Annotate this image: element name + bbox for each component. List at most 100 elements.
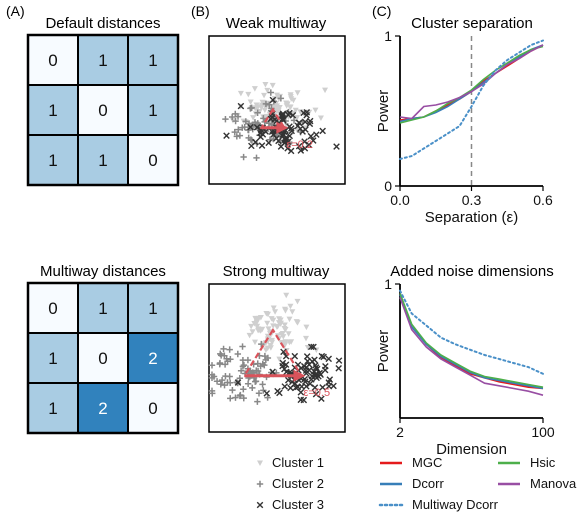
heatmap-multiway: 0 1 1 1 0 2 1 2 0 <box>26 281 180 435</box>
cluster-3-point <box>265 139 272 147</box>
series-line-hsic <box>399 45 544 124</box>
cluster-1-point <box>270 317 277 324</box>
cluster-3-point <box>335 365 342 372</box>
cluster-1-point <box>288 339 295 345</box>
cluster-2-point <box>233 133 241 140</box>
cluster-1-point <box>294 115 301 121</box>
scatter-strong-title: Strong multiway <box>223 263 330 280</box>
cluster-1-point <box>246 332 253 339</box>
cluster-1-point <box>259 99 266 106</box>
cluster-3-point <box>258 142 266 149</box>
legend: Cluster 1 Cluster 2 Cluster 3 MGC Dcorr Multi… <box>256 455 577 512</box>
x-axis-label: Separation (ε) <box>425 209 518 226</box>
heatmap-cell-label: 2 <box>148 349 157 368</box>
cluster-2-point <box>254 109 261 117</box>
y-axis-label: Power <box>375 330 392 373</box>
cluster-1-point <box>257 460 263 466</box>
cluster-3-point <box>307 132 315 140</box>
legend-label: Hsic <box>530 455 556 470</box>
cluster-3-point <box>295 142 303 150</box>
cluster-1-point <box>287 92 294 98</box>
cluster-2-point <box>216 360 223 368</box>
cluster-1-point <box>290 97 297 104</box>
line-noise: 2 100 1 Dimension Power <box>375 276 555 458</box>
cluster-3-point <box>262 128 269 135</box>
cluster-3-point <box>281 383 289 390</box>
cluster-3-point <box>319 384 326 391</box>
line-separation: 0.0 0.3 0.6 0 1 Separation (ε) Power <box>375 28 553 226</box>
cluster-1-point <box>294 90 301 96</box>
cluster-1-point <box>277 321 284 327</box>
cluster-3-point <box>252 138 259 146</box>
heatmap-cell-label: 0 <box>148 399 157 418</box>
heatmap-border <box>26 33 180 187</box>
cluster-2-point <box>226 346 233 353</box>
cluster-1-point <box>312 107 319 114</box>
series-line-manova <box>399 297 544 396</box>
scatter-weak-title: Weak multiway <box>226 15 327 32</box>
cluster-2-point <box>221 361 229 368</box>
cluster-3-point <box>277 143 285 150</box>
cluster-2-point <box>258 340 265 348</box>
cluster-2-point <box>247 368 254 375</box>
cluster-3-point <box>286 109 293 117</box>
legend-label: Cluster 3 <box>272 497 324 512</box>
cluster-3-point <box>253 124 261 131</box>
cluster-1-point <box>273 109 280 115</box>
cluster-3-point <box>256 501 264 509</box>
cluster-3-point <box>284 376 292 384</box>
cluster-3-point <box>307 343 315 351</box>
cluster-1-point <box>264 345 271 352</box>
cluster-1-point <box>279 330 286 337</box>
heatmap-default-title: Default distances <box>45 15 160 32</box>
cluster-3-point <box>310 343 317 351</box>
x-axis-label: Dimension <box>436 441 507 458</box>
cluster-2-point <box>244 380 252 388</box>
cluster-3-point <box>306 380 314 388</box>
cluster-1-point <box>280 334 287 340</box>
heatmap-default: 0 1 1 1 0 1 1 1 0 <box>26 33 180 187</box>
cluster-3-point <box>318 352 326 360</box>
cluster-3-point <box>303 353 311 360</box>
cluster-2-point <box>240 153 247 161</box>
cluster-1-point <box>282 308 289 314</box>
panel-label-a: (A) <box>6 3 25 19</box>
separation-arrowhead <box>276 121 289 134</box>
cluster-3-point <box>269 96 277 104</box>
series-line-hsic <box>399 293 544 388</box>
cluster-1-point <box>273 92 280 99</box>
heatmap-cell <box>77 282 129 334</box>
cluster-3-point <box>297 396 305 404</box>
cluster-2-point <box>221 381 228 389</box>
cluster-1-point <box>270 305 277 312</box>
panel-label-c: (C) <box>372 3 391 19</box>
cluster-3-point <box>276 389 283 397</box>
heatmap-cell-label: 0 <box>98 101 107 120</box>
cluster-1-point <box>271 103 278 110</box>
cluster-1-point <box>258 105 265 111</box>
cluster-1-point <box>257 315 264 321</box>
cluster-3-point <box>234 379 242 386</box>
y-axis-label: Power <box>375 90 392 133</box>
cluster-3-point <box>284 138 292 146</box>
cluster-3-point <box>312 371 319 378</box>
cluster-2-point <box>267 89 275 96</box>
cluster-1-point <box>289 309 296 315</box>
cluster-1-point <box>283 122 290 129</box>
cluster-2-point <box>232 117 239 125</box>
cluster-2-point <box>252 378 259 385</box>
x-tick-label: 0.6 <box>533 192 553 208</box>
cluster-1-point <box>282 339 289 345</box>
cluster-2-point <box>209 390 216 397</box>
cluster-3-point <box>300 362 308 370</box>
cluster-2-point <box>229 386 236 394</box>
heatmap-cell <box>77 134 129 186</box>
cluster-2-point <box>240 386 247 393</box>
cluster-2-point <box>226 379 234 386</box>
cluster-2-point <box>257 362 264 370</box>
cluster-2-point <box>259 381 266 388</box>
cluster-1-point <box>251 339 258 346</box>
cluster-2-point <box>248 104 255 112</box>
panel-label-b: (B) <box>191 3 210 19</box>
scatter-weak: ε=0.2 <box>208 35 346 185</box>
